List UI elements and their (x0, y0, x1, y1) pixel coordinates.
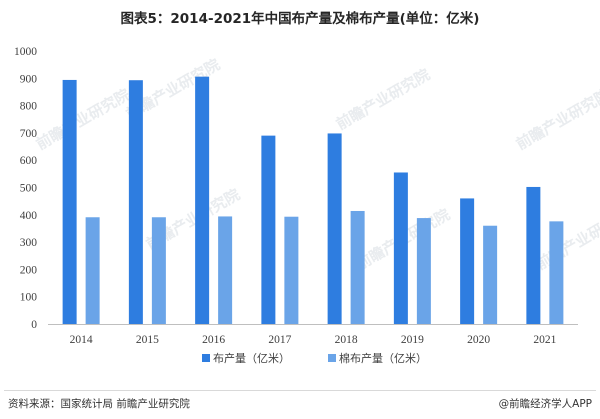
x-tick-label: 2016 (202, 334, 225, 346)
bars-layer (62, 76, 564, 324)
legend-swatch (202, 354, 210, 362)
y-tick-label: 700 (20, 128, 38, 140)
watermark-text: 前瞻产业研究院 (33, 85, 133, 153)
y-tick-label: 900 (20, 73, 38, 85)
bar-cotton-cloth-2021 (549, 221, 564, 324)
y-tick-label: 400 (20, 210, 38, 222)
y-tick-label: 600 (20, 155, 38, 167)
chart-title: 图表5：2014-2021年中国布产量及棉布产量(单位：亿米) (120, 11, 480, 27)
x-tick-label: 2014 (70, 334, 93, 346)
x-tick-label: 2020 (467, 334, 490, 346)
y-tick-label: 200 (20, 264, 38, 276)
y-axis: 0 100 200 300 400 500 600 700 800 900 1000 (14, 46, 37, 331)
y-tick-label: 1000 (14, 46, 37, 58)
bar-cotton-cloth-2020 (483, 225, 498, 324)
bar-cotton-cloth-2018 (350, 210, 365, 324)
bar-cotton-cloth-2015 (151, 217, 166, 324)
y-tick-label: 100 (20, 292, 38, 304)
legend: 布产量（亿米） 棉布产量（亿米） (202, 351, 427, 365)
watermark-text: 前瞻产业研究院 (513, 85, 600, 153)
legend-label: 布产量（亿米） (213, 351, 290, 365)
bar-cotton-cloth-2016 (218, 216, 233, 324)
legend-swatch (328, 354, 336, 362)
x-tick-label: 2021 (533, 334, 556, 346)
watermark-text: 前瞻产业研究院 (333, 65, 433, 133)
bar-cotton-cloth-2014 (85, 217, 100, 324)
x-tick-label: 2015 (136, 334, 159, 346)
bar-cloth-2019 (393, 172, 408, 324)
bar-cloth-2018 (327, 133, 342, 324)
x-tick-label: 2017 (268, 334, 291, 346)
bar-cotton-cloth-2019 (416, 218, 431, 324)
source-note: 资料来源：国家统计局 前瞻产业研究院 (8, 398, 190, 410)
x-tick-label: 2019 (401, 334, 424, 346)
x-tick-label: 2018 (335, 334, 358, 346)
y-tick-label: 0 (31, 319, 37, 331)
x-axis: 2014 2015 2016 2017 2018 2019 2020 2021 (70, 334, 557, 346)
bar-cloth-2020 (460, 198, 475, 324)
bar-cloth-2021 (526, 186, 541, 324)
y-tick-label: 500 (20, 183, 38, 195)
footer-divider (4, 390, 596, 391)
legend-label: 棉布产量（亿米） (339, 351, 427, 365)
bar-cloth-2017 (261, 135, 276, 324)
bar-cloth-2016 (195, 76, 210, 324)
bar-cotton-cloth-2017 (284, 216, 299, 324)
bar-cloth-2014 (62, 79, 77, 324)
y-tick-label: 800 (20, 101, 38, 113)
y-tick-label: 300 (20, 237, 38, 249)
watermark-text: 前瞻产业研究院 (533, 205, 600, 273)
bar-cloth-2015 (128, 80, 143, 324)
brand-credit: @前瞻经济学人APP (498, 398, 592, 410)
